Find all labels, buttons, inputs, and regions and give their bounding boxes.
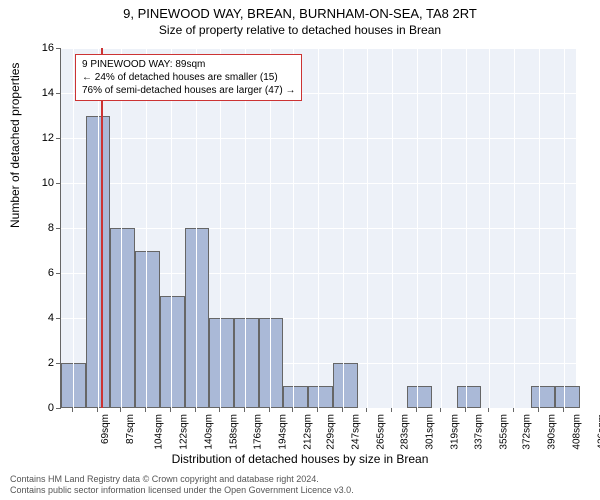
x-tick-label: 337sqm [474, 414, 485, 450]
y-tick-label: 10 [24, 177, 54, 189]
x-tick-label: 355sqm [499, 414, 510, 450]
annotation-line1: 9 PINEWOOD WAY: 89sqm [82, 58, 295, 71]
chart-title: 9, PINEWOOD WAY, BREAN, BURNHAM-ON-SEA, … [0, 0, 600, 23]
annotation-line2: ← 24% of detached houses are smaller (15… [82, 71, 295, 84]
chart-subtitle: Size of property relative to detached ho… [0, 23, 600, 41]
property-marker-line [101, 48, 103, 408]
histogram-bar [259, 318, 284, 408]
y-tick-label: 0 [24, 402, 54, 414]
footer-line1: Contains HM Land Registry data © Crown c… [10, 474, 354, 485]
histogram-bar [457, 386, 482, 409]
x-tick-label: 87sqm [125, 414, 136, 444]
x-tick-label: 265sqm [375, 414, 386, 450]
x-tick-label: 247sqm [350, 414, 361, 450]
histogram-bar [333, 363, 358, 408]
y-tick-label: 14 [24, 87, 54, 99]
histogram-bar [308, 386, 333, 409]
x-tick-label: 426sqm [596, 414, 600, 450]
x-tick-label: 319sqm [449, 414, 460, 450]
footer-text: Contains HM Land Registry data © Crown c… [10, 474, 354, 496]
histogram-bar [110, 228, 135, 408]
y-tick-label: 12 [24, 132, 54, 144]
y-tick-label: 16 [24, 42, 54, 54]
x-tick-label: 140sqm [203, 414, 214, 450]
footer-line2: Contains public sector information licen… [10, 485, 354, 496]
x-tick-label: 372sqm [522, 414, 533, 450]
marker-annotation: 9 PINEWOOD WAY: 89sqm ← 24% of detached … [75, 54, 302, 101]
x-tick-label: 283sqm [400, 414, 411, 450]
x-tick-label: 229sqm [326, 414, 337, 450]
plot-area [60, 48, 576, 409]
x-axis-label: Distribution of detached houses by size … [0, 452, 600, 466]
x-tick-label: 408sqm [571, 414, 582, 450]
histogram-bar [185, 228, 210, 408]
x-tick-label: 158sqm [228, 414, 239, 450]
histogram-bar [160, 296, 185, 409]
histogram-bar [283, 386, 308, 409]
x-tick-label: 69sqm [100, 414, 111, 444]
annotation-line3: 76% of semi-detached houses are larger (… [82, 84, 295, 97]
y-tick-label: 6 [24, 267, 54, 279]
chart-container: 9, PINEWOOD WAY, BREAN, BURNHAM-ON-SEA, … [0, 0, 600, 500]
histogram-bar [407, 386, 432, 409]
y-tick-label: 2 [24, 357, 54, 369]
x-tick-label: 301sqm [425, 414, 436, 450]
histogram-bar [531, 386, 556, 409]
y-axis-label: Number of detached properties [8, 63, 22, 228]
x-tick-label: 390sqm [547, 414, 558, 450]
histogram-bar [555, 386, 580, 409]
x-tick-label: 122sqm [179, 414, 190, 450]
y-tick-label: 8 [24, 222, 54, 234]
histogram-bar [135, 251, 160, 409]
x-tick-label: 212sqm [302, 414, 313, 450]
x-tick-label: 176sqm [253, 414, 264, 450]
y-tick-label: 4 [24, 312, 54, 324]
histogram-bar [209, 318, 234, 408]
x-tick-label: 104sqm [154, 414, 165, 450]
x-tick-label: 194sqm [278, 414, 289, 450]
histogram-bar [234, 318, 259, 408]
